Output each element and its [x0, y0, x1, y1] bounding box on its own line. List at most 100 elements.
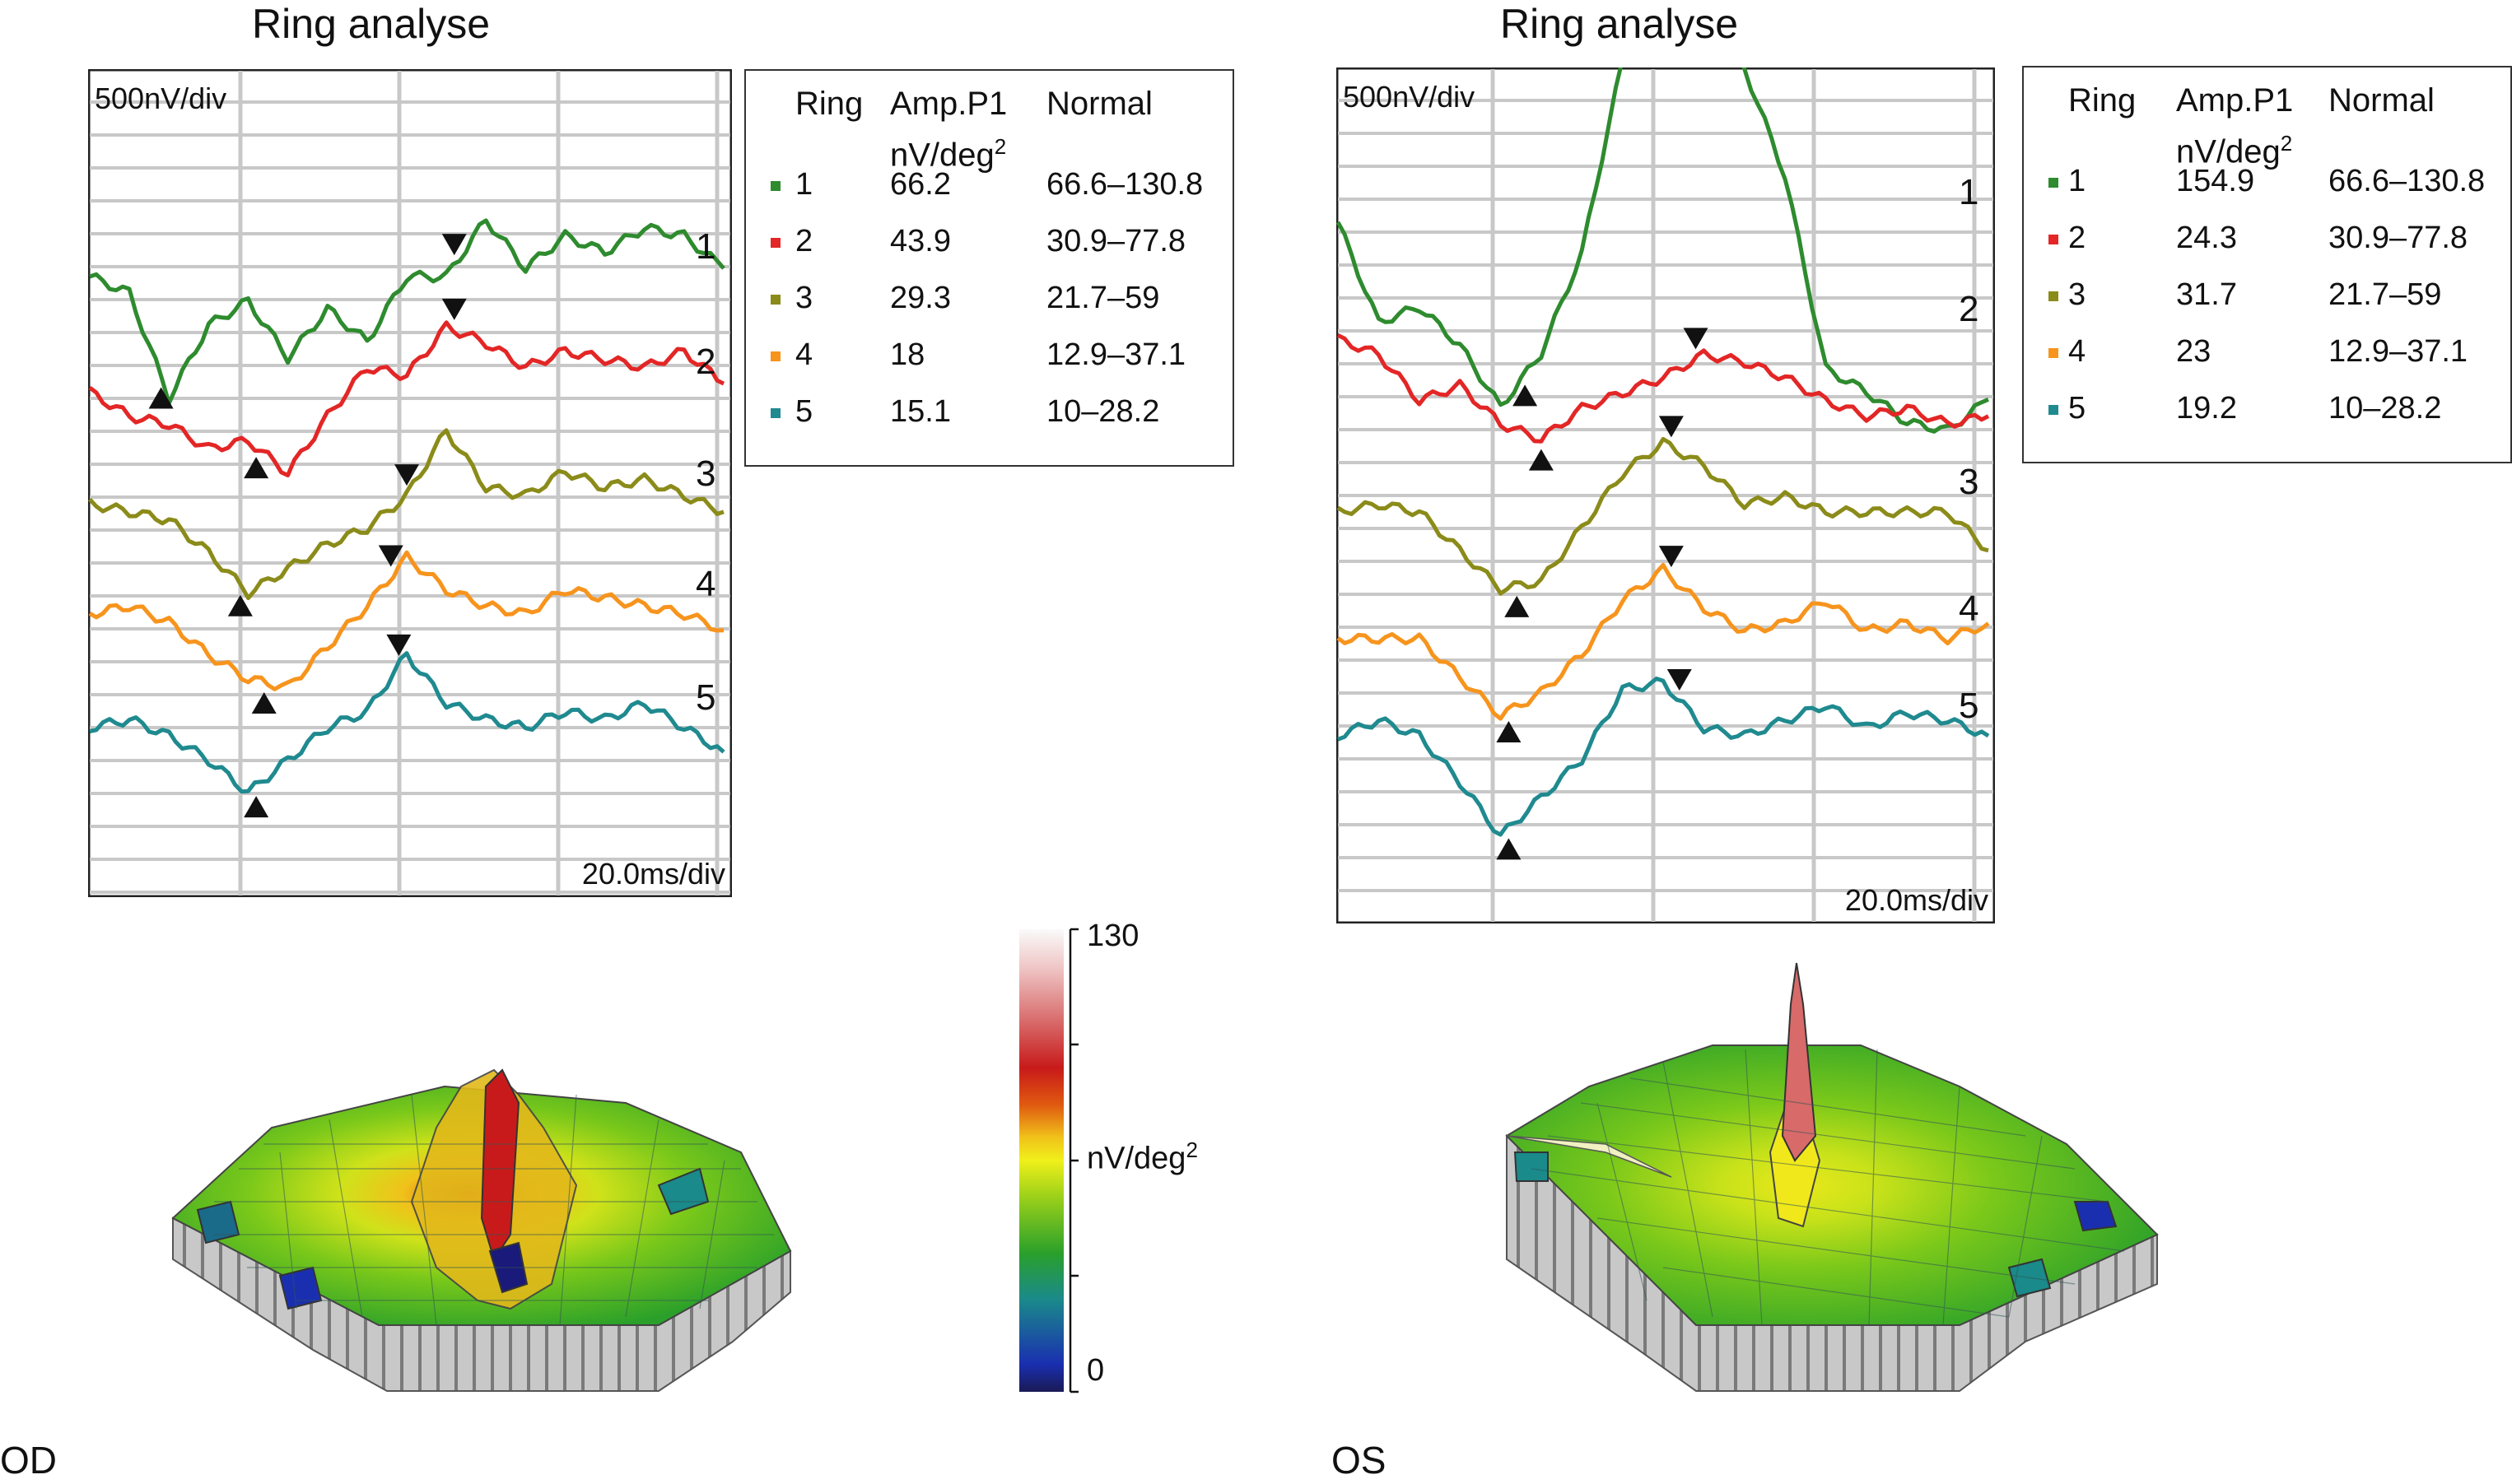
legend-ring: 4	[795, 337, 813, 372]
legend-ring: 5	[795, 394, 813, 429]
os-legend: Ring Amp.P1 nV/deg2 Normal 1 154.9 66.6–13…	[2022, 66, 2512, 463]
legend-normal: 12.9–37.1	[2328, 334, 2468, 369]
legend-ring: 5	[2068, 391, 2086, 426]
od-trace-ring-1	[89, 218, 725, 406]
os-trough-marker	[1512, 384, 1538, 407]
os-legend-row: 3 31.7 21.7–59	[2024, 270, 2510, 319]
os-legend-row: 5 19.2 10–28.2	[2024, 384, 2510, 433]
legend-ring: 3	[2068, 277, 2086, 312]
legend-normal: 66.6–130.8	[1046, 167, 1204, 202]
legend-normal: 66.6–130.8	[2328, 164, 2486, 198]
od-ring-label: 2	[696, 342, 715, 382]
os-trace-ring-5	[1337, 677, 1990, 837]
legend-ring: 3	[795, 281, 813, 315]
os-trace-ring-3	[1336, 436, 1989, 596]
os-trough-marker	[1504, 595, 1530, 617]
od-trough-marker	[244, 457, 269, 479]
legend-amp: 154.9	[2176, 164, 2255, 198]
od-legend: Ring Amp.P1 nV/deg2 Normal 1 66.2 66.6–130…	[744, 69, 1234, 467]
os-peak-marker	[1683, 328, 1708, 350]
os-eye-label: OS	[1331, 1439, 1386, 1482]
od-trace-ring-4	[88, 550, 725, 691]
legend-amp: 15.1	[890, 394, 951, 429]
od-legend-row: 5 15.1 10–28.2	[746, 387, 1233, 436]
os-legend-row: 4 23 12.9–37.1	[2024, 327, 2510, 376]
legend-normal: 10–28.2	[2328, 391, 2442, 426]
od-ring-label: 4	[696, 564, 715, 604]
legend-swatch	[2048, 178, 2058, 188]
od-x-scale-label: 20.0ms/div	[582, 857, 725, 891]
legend-amp: 18	[890, 337, 925, 372]
os-ring-label: 3	[1959, 462, 1978, 502]
od-legend-header-normal: Normal	[1046, 86, 1153, 122]
legend-swatch	[2048, 291, 2058, 301]
od-legend-header-ring: Ring	[795, 86, 864, 122]
colorbar-max-label: 130	[1087, 919, 1139, 953]
legend-amp: 31.7	[2176, 277, 2237, 312]
od-trace-ring-5	[89, 651, 725, 794]
od-legend-row: 4 18 12.9–37.1	[746, 330, 1233, 379]
os-trace-ring-2	[1336, 333, 1990, 444]
os-legend-header-ring: Ring	[2068, 82, 2137, 119]
os-ring-label: 2	[1959, 289, 1978, 329]
os-legend-row: 1 154.9 66.6–130.8	[2024, 156, 2510, 206]
os-legend-header-amp: Amp.P1 nV/deg2	[2176, 82, 2294, 170]
legend-swatch	[771, 295, 781, 305]
os-legend-header-normal: Normal	[2328, 82, 2435, 119]
legend-swatch	[771, 351, 781, 361]
legend-swatch	[771, 181, 781, 191]
od-peak-marker	[394, 464, 419, 486]
legend-normal: 30.9–77.8	[2328, 221, 2468, 255]
od-legend-header-amp: Amp.P1 nV/deg2	[890, 86, 1008, 174]
os-ring-label: 5	[1959, 686, 1978, 726]
od-peak-marker	[441, 298, 467, 320]
legend-swatch	[771, 238, 781, 248]
legend-swatch	[2048, 235, 2058, 244]
od-trough-marker	[227, 594, 253, 616]
os-peak-marker	[1666, 668, 1692, 691]
os-trough-marker	[1528, 449, 1554, 471]
os-trace-ring-1	[1336, 67, 1989, 434]
colorbar	[1019, 928, 1079, 1393]
od-peak-marker	[386, 634, 412, 656]
od-trace-ring-3	[88, 428, 725, 601]
legend-normal: 10–28.2	[1046, 394, 1160, 429]
colorbar-gradient	[1019, 929, 1064, 1392]
od-trough-marker	[148, 387, 174, 409]
os-trough-marker	[1496, 720, 1522, 742]
od-eye-label: OD	[0, 1439, 57, 1482]
od-ring-label: 1	[696, 226, 715, 267]
legend-ring: 4	[2068, 334, 2086, 369]
legend-amp: 19.2	[2176, 391, 2237, 426]
od-legend-row: 1 66.2 66.6–130.8	[746, 160, 1233, 209]
od-legend-row: 2 43.9 30.9–77.8	[746, 216, 1233, 266]
colorbar-min-label: 0	[1087, 1353, 1105, 1388]
os-trace-ring-4	[1336, 562, 1990, 721]
legend-ring: 2	[795, 224, 813, 258]
legend-normal: 30.9–77.8	[1046, 224, 1186, 258]
os-topography-map	[1505, 962, 2159, 1392]
legend-normal: 21.7–59	[1046, 281, 1160, 315]
od-ring-label: 3	[696, 454, 715, 494]
os-trough-marker	[1496, 838, 1522, 860]
od-legend-row: 3 29.3 21.7–59	[746, 273, 1233, 323]
od-trace-ring-2	[88, 320, 725, 477]
od-peak-marker	[378, 545, 403, 567]
od-peak-marker	[441, 234, 467, 256]
od-trough-marker	[244, 796, 269, 818]
od-y-scale-label: 500nV/div	[95, 81, 226, 115]
legend-normal: 12.9–37.1	[1046, 337, 1186, 372]
legend-amp: 66.2	[890, 167, 951, 202]
os-y-scale-label: 500nV/div	[1343, 80, 1475, 114]
os-x-scale-label: 20.0ms/div	[1845, 883, 1988, 917]
legend-amp: 29.3	[890, 281, 951, 315]
legend-swatch	[2048, 405, 2058, 415]
legend-swatch	[771, 408, 781, 418]
os-trace-plot: 500nV/div 20.0ms/div 1 2 3 4 5	[1336, 67, 1995, 923]
os-legend-row: 2 24.3 30.9–77.8	[2024, 213, 2510, 263]
od-topography-map	[171, 1068, 792, 1392]
od-title: Ring analyse	[252, 1, 491, 47]
od-trough-marker	[251, 691, 277, 714]
os-peak-marker	[1658, 416, 1684, 438]
legend-amp: 24.3	[2176, 221, 2237, 255]
